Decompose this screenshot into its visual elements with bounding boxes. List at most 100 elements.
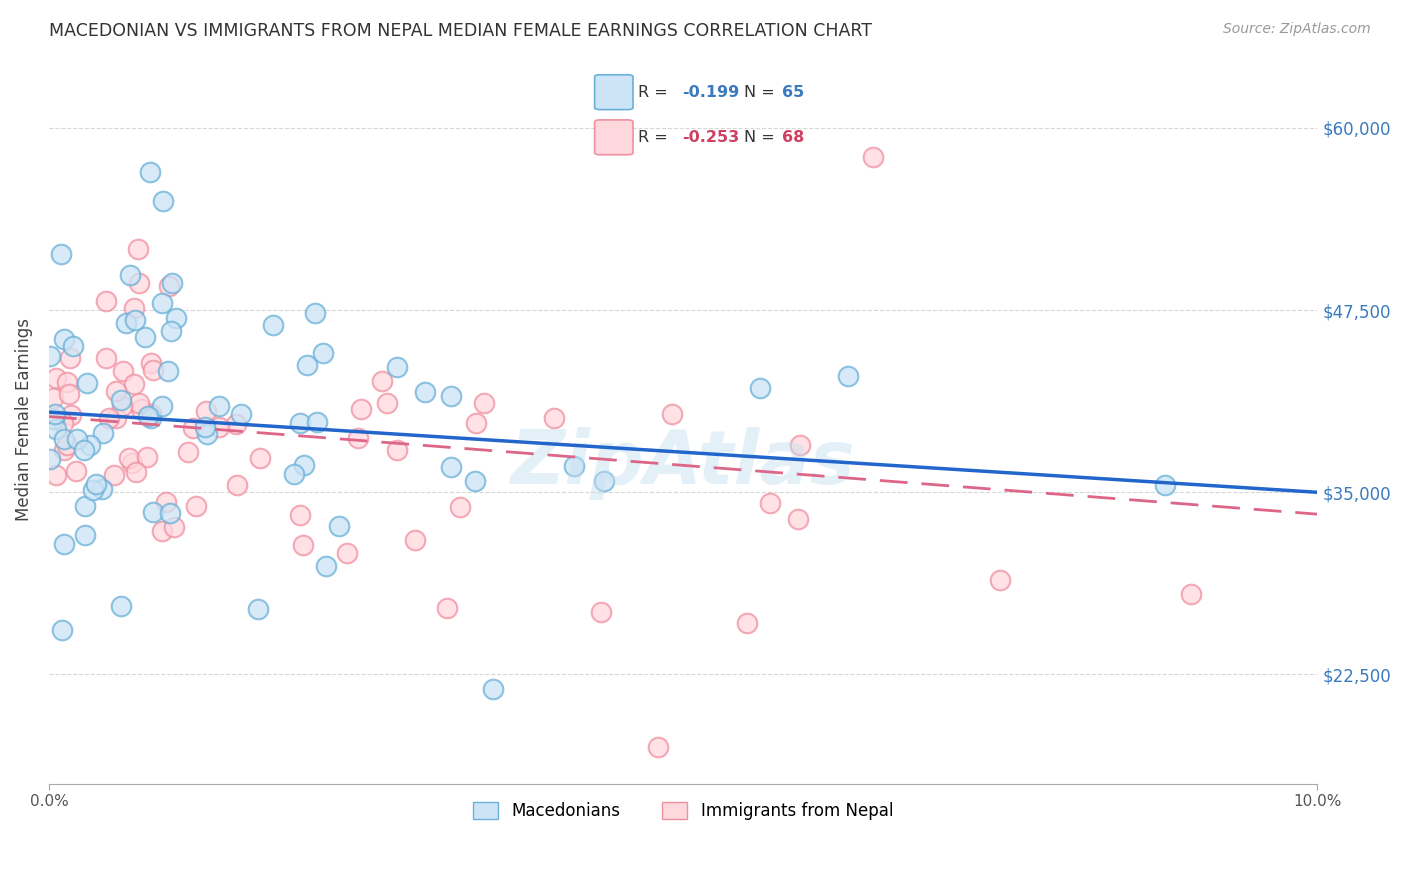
Point	[1154, 478, 1177, 492]
Text: 65: 65	[782, 85, 804, 100]
Point	[593, 474, 616, 488]
Point	[482, 681, 505, 696]
Point	[76, 376, 98, 390]
Point	[262, 318, 284, 333]
Point	[562, 458, 585, 473]
Point	[988, 573, 1011, 587]
Point	[150, 296, 173, 310]
Point	[336, 545, 359, 559]
Point	[55, 438, 77, 452]
Point	[290, 416, 312, 430]
Point	[328, 519, 350, 533]
Point	[748, 381, 770, 395]
Point	[62, 339, 84, 353]
Point	[375, 396, 398, 410]
Point	[79, 438, 101, 452]
Point	[305, 415, 328, 429]
Point	[387, 360, 409, 375]
Point	[315, 559, 337, 574]
Point	[45, 371, 67, 385]
Point	[159, 506, 181, 520]
Text: 68: 68	[782, 130, 804, 145]
Point	[111, 399, 134, 413]
Point	[84, 476, 107, 491]
Point	[66, 432, 89, 446]
Point	[789, 438, 811, 452]
Text: ZipAtlas: ZipAtlas	[510, 426, 855, 500]
Point	[294, 458, 316, 472]
Point	[53, 442, 76, 457]
Point	[135, 450, 157, 465]
Point	[837, 368, 859, 383]
Text: -0.253: -0.253	[682, 130, 740, 145]
Point	[39, 452, 62, 467]
Point	[142, 363, 165, 377]
Text: R =: R =	[638, 130, 673, 145]
Point	[129, 402, 152, 417]
Point	[247, 602, 270, 616]
Point	[304, 306, 326, 320]
Point	[139, 165, 162, 179]
Point	[90, 483, 112, 497]
Point	[449, 500, 471, 514]
Point	[208, 400, 231, 414]
Point	[464, 474, 486, 488]
Point	[52, 416, 75, 430]
Point	[75, 527, 97, 541]
Point	[661, 407, 683, 421]
Point	[229, 407, 252, 421]
Point	[104, 411, 127, 425]
Point	[472, 395, 495, 409]
Point	[371, 374, 394, 388]
Point	[136, 409, 159, 423]
Point	[118, 450, 141, 465]
Point	[114, 316, 136, 330]
Point	[124, 313, 146, 327]
Point	[350, 401, 373, 416]
Point	[249, 450, 271, 465]
Point	[195, 426, 218, 441]
Point	[155, 495, 177, 509]
Point	[283, 467, 305, 481]
Point	[160, 324, 183, 338]
Point	[440, 389, 463, 403]
Point	[60, 408, 83, 422]
Point	[291, 538, 314, 552]
Point	[127, 242, 149, 256]
Point	[51, 624, 73, 638]
Point	[759, 495, 782, 509]
Y-axis label: Median Female Earnings: Median Female Earnings	[15, 318, 32, 521]
Point	[82, 483, 104, 498]
Point	[110, 392, 132, 407]
Point	[52, 433, 75, 447]
Point	[156, 364, 179, 378]
Point	[165, 310, 187, 325]
Point	[139, 408, 162, 422]
Point	[122, 301, 145, 316]
Point	[347, 431, 370, 445]
Point	[42, 412, 65, 426]
Point	[208, 420, 231, 434]
Point	[139, 410, 162, 425]
Point	[163, 520, 186, 534]
Point	[193, 420, 215, 434]
Point	[128, 276, 150, 290]
Point	[110, 599, 132, 613]
Point	[53, 332, 76, 346]
Point	[385, 443, 408, 458]
Point	[141, 356, 163, 370]
Point	[118, 268, 141, 283]
Point	[122, 376, 145, 391]
FancyBboxPatch shape	[595, 75, 633, 110]
Point	[436, 600, 458, 615]
Point	[152, 194, 174, 208]
Point	[45, 422, 67, 436]
Point	[150, 524, 173, 539]
Point	[94, 294, 117, 309]
Point	[44, 407, 66, 421]
Point	[787, 512, 810, 526]
Point	[160, 276, 183, 290]
Text: N =: N =	[744, 85, 780, 100]
Point	[42, 391, 65, 405]
Text: R =: R =	[638, 85, 673, 100]
